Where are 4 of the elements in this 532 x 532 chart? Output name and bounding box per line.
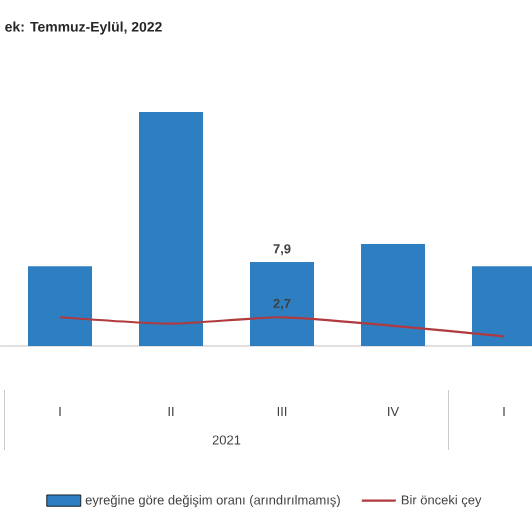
bar — [139, 112, 203, 346]
bar — [28, 266, 92, 346]
bar — [250, 261, 315, 346]
bar — [361, 243, 426, 346]
